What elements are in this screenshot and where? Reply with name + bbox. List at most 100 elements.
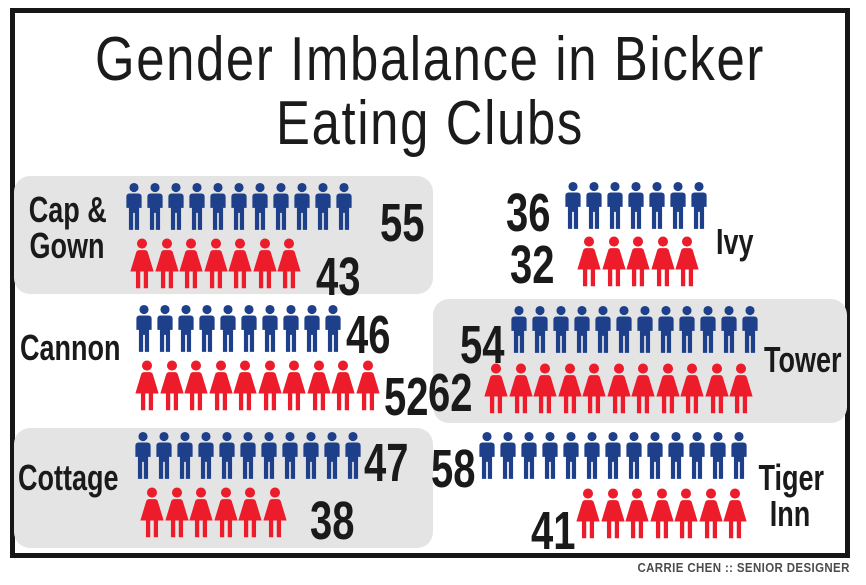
female-icon bbox=[723, 488, 747, 539]
male-icon bbox=[168, 182, 184, 230]
male-icon bbox=[273, 182, 289, 230]
male-icon bbox=[262, 304, 278, 352]
club-label-line: Cottage bbox=[18, 457, 119, 498]
male-pictogram-row bbox=[123, 182, 354, 232]
male-icon bbox=[689, 431, 705, 479]
female-pictogram-row bbox=[133, 360, 380, 414]
male-count: 58 bbox=[431, 439, 476, 499]
male-icon bbox=[595, 305, 611, 353]
club-label: Tower bbox=[764, 339, 842, 380]
male-count: 47 bbox=[364, 433, 409, 493]
male-icon bbox=[157, 304, 173, 352]
female-icon bbox=[262, 487, 287, 538]
club-label: Ivy bbox=[716, 221, 761, 262]
female-pictogram-row bbox=[574, 488, 747, 542]
female-pictogram-row bbox=[138, 487, 287, 541]
male-icon bbox=[261, 431, 277, 479]
male-icon bbox=[565, 181, 581, 229]
male-count: 36 bbox=[506, 183, 551, 243]
male-icon bbox=[231, 182, 247, 230]
female-icon bbox=[675, 236, 699, 287]
credit-line: CARRIE CHEN :: SENIOR DESIGNER bbox=[637, 561, 850, 575]
club-label-line: Inn bbox=[769, 492, 811, 534]
male-icon bbox=[637, 305, 653, 353]
male-icon bbox=[511, 305, 527, 353]
male-pictogram-row bbox=[476, 431, 749, 481]
male-pictogram-row bbox=[132, 431, 363, 481]
male-icon bbox=[521, 431, 537, 479]
male-icon bbox=[691, 181, 707, 229]
male-icon bbox=[628, 181, 644, 229]
male-icon bbox=[177, 431, 193, 479]
male-icon bbox=[325, 304, 341, 352]
male-icon bbox=[670, 181, 686, 229]
male-icon bbox=[668, 431, 684, 479]
male-icon bbox=[220, 304, 236, 352]
male-icon bbox=[658, 305, 674, 353]
club-label-line: Cap & bbox=[28, 189, 107, 230]
male-icon bbox=[178, 304, 194, 352]
male-icon bbox=[616, 305, 632, 353]
male-icon bbox=[189, 182, 205, 230]
male-icon bbox=[315, 182, 331, 230]
male-pictogram-row bbox=[562, 181, 709, 231]
male-icon bbox=[721, 305, 737, 353]
male-icon bbox=[345, 431, 361, 479]
club-label: Cottage bbox=[18, 457, 119, 498]
male-icon bbox=[252, 182, 268, 230]
page-title-line2: Eating Clubs bbox=[276, 88, 584, 158]
male-icon bbox=[241, 304, 257, 352]
male-icon bbox=[742, 305, 758, 353]
male-count: 46 bbox=[346, 305, 391, 365]
male-icon bbox=[574, 305, 590, 353]
club-label: Cannon bbox=[20, 327, 121, 368]
male-icon bbox=[542, 431, 558, 479]
male-pictogram-row bbox=[133, 304, 343, 354]
male-icon bbox=[210, 182, 226, 230]
male-icon bbox=[156, 431, 172, 479]
male-icon bbox=[626, 431, 642, 479]
male-count: 55 bbox=[380, 193, 425, 253]
female-count: 32 bbox=[510, 235, 555, 295]
male-icon bbox=[731, 431, 747, 479]
male-icon bbox=[700, 305, 716, 353]
male-count: 54 bbox=[460, 315, 505, 375]
male-icon bbox=[647, 431, 663, 479]
male-icon bbox=[679, 305, 695, 353]
female-count: 41 bbox=[531, 501, 576, 561]
male-icon bbox=[304, 304, 320, 352]
male-icon bbox=[584, 431, 600, 479]
male-icon bbox=[607, 181, 623, 229]
female-icon bbox=[355, 360, 380, 411]
club-label-line: Cannon bbox=[20, 327, 121, 368]
male-icon bbox=[605, 431, 621, 479]
club-label-line: Gown bbox=[29, 224, 105, 266]
male-icon bbox=[136, 304, 152, 352]
club-label: Cap & Gown bbox=[28, 189, 107, 266]
female-pictogram-row bbox=[575, 236, 699, 290]
male-icon bbox=[303, 431, 319, 479]
male-icon bbox=[586, 181, 602, 229]
club-label-line: Tower bbox=[764, 339, 842, 380]
male-icon bbox=[219, 431, 235, 479]
male-icon bbox=[199, 304, 215, 352]
male-icon bbox=[649, 181, 665, 229]
male-icon bbox=[147, 182, 163, 230]
female-count: 38 bbox=[310, 491, 355, 551]
page-title-line1: Gender Imbalance in Bicker bbox=[95, 25, 765, 94]
male-icon bbox=[294, 182, 310, 230]
club-label-line: Tiger bbox=[758, 457, 825, 498]
male-icon bbox=[324, 431, 340, 479]
male-icon bbox=[532, 305, 548, 353]
female-count: 52 bbox=[384, 367, 429, 427]
female-icon bbox=[277, 238, 301, 289]
male-icon bbox=[710, 431, 726, 479]
male-icon bbox=[563, 431, 579, 479]
male-pictogram-row bbox=[508, 305, 760, 355]
page-title: Gender Imbalance in Bicker Eating Clubs bbox=[90, 28, 771, 156]
female-icon bbox=[729, 363, 753, 414]
male-icon bbox=[282, 431, 298, 479]
male-icon bbox=[135, 431, 151, 479]
club-label-line: Ivy bbox=[716, 221, 754, 262]
